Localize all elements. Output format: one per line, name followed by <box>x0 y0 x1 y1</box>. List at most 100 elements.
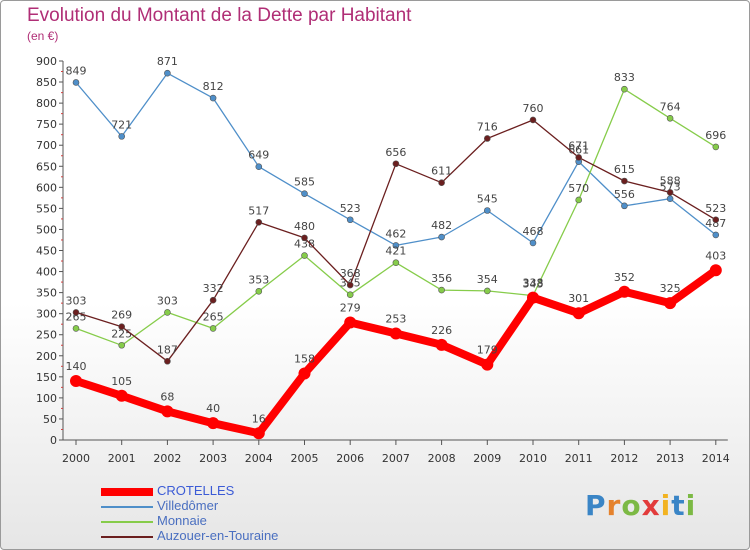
data-label-crotelles: 352 <box>614 271 635 284</box>
data-label-villedomer: 482 <box>431 219 452 232</box>
data-label-auzouer-en-touraine: 611 <box>431 165 452 178</box>
legend-label: Monnaie <box>157 513 207 528</box>
data-label-monnaie: 833 <box>614 71 635 84</box>
legend-label: Villedômer <box>157 498 219 513</box>
data-label-monnaie: 438 <box>294 238 315 251</box>
data-label-villedomer: 585 <box>294 176 315 189</box>
data-point-auzouer-en-touraine <box>483 135 491 142</box>
data-label-crotelles: 40 <box>206 402 220 415</box>
x-tick-label: 2001 <box>108 452 136 465</box>
data-point-auzouer-en-touraine <box>621 177 628 185</box>
data-label-crotelles: 179 <box>477 344 498 357</box>
data-point-monnaie <box>621 85 628 93</box>
data-label-auzouer-en-touraine: 480 <box>294 220 315 233</box>
data-label-crotelles: 403 <box>705 249 726 262</box>
legend-swatch <box>101 488 153 496</box>
data-point-monnaie <box>255 288 263 295</box>
data-point-crotelles <box>481 358 494 371</box>
y-tick-label: 500 <box>36 223 57 236</box>
data-label-auzouer-en-touraine: 671 <box>568 139 589 152</box>
data-point-monnaie <box>438 286 445 294</box>
data-label-villedomer: 721 <box>111 118 132 131</box>
x-tick-label: 2011 <box>565 452 593 465</box>
data-point-villedomer <box>301 190 308 197</box>
y-tick-label: 850 <box>36 76 57 89</box>
data-point-monnaie <box>72 325 80 332</box>
legend-swatch <box>101 506 153 508</box>
data-point-auzouer-en-touraine <box>712 216 720 224</box>
chart-subtitle: (en €) <box>27 29 59 43</box>
data-point-crotelles <box>298 367 311 380</box>
data-point-crotelles <box>115 389 128 402</box>
data-point-villedomer <box>483 207 491 214</box>
data-point-monnaie <box>301 252 308 259</box>
logo-letter: o <box>621 489 642 522</box>
data-label-monnaie: 343 <box>523 278 544 291</box>
data-label-monnaie: 303 <box>157 294 178 307</box>
data-label-auzouer-en-touraine: 517 <box>248 204 269 217</box>
data-point-villedomer <box>392 242 400 249</box>
y-tick-label: 350 <box>36 287 57 300</box>
data-label-crotelles: 253 <box>385 312 406 325</box>
y-tick-label: 50 <box>43 413 57 426</box>
y-tick-label: 150 <box>36 371 57 384</box>
data-point-auzouer-en-touraine <box>438 179 445 187</box>
data-point-crotelles <box>252 427 265 440</box>
data-label-auzouer-en-touraine: 716 <box>477 120 498 133</box>
data-point-monnaie <box>666 114 674 122</box>
y-tick-label: 400 <box>36 266 57 279</box>
x-tick-label: 2006 <box>336 452 364 465</box>
data-label-crotelles: 105 <box>111 375 132 388</box>
data-label-crotelles: 301 <box>568 292 589 305</box>
logo-letter: i <box>685 489 697 522</box>
data-label-auzouer-en-touraine: 187 <box>157 343 178 356</box>
legend-label: CROTELLES <box>157 483 235 498</box>
data-label-crotelles: 279 <box>340 302 361 315</box>
y-tick-label: 900 <box>36 55 57 68</box>
data-label-villedomer: 649 <box>248 149 269 162</box>
y-tick-label: 200 <box>36 350 57 363</box>
data-point-villedomer <box>118 133 125 140</box>
data-point-villedomer <box>255 163 263 170</box>
data-point-auzouer-en-touraine <box>529 116 537 124</box>
data-label-auzouer-en-touraine: 656 <box>385 146 406 159</box>
data-label-monnaie: 421 <box>385 245 406 258</box>
data-label-villedomer: 556 <box>614 188 635 201</box>
data-point-crotelles <box>389 327 402 340</box>
data-label-auzouer-en-touraine: 303 <box>66 294 87 307</box>
data-label-villedomer: 849 <box>66 64 87 77</box>
x-tick-label: 2002 <box>153 452 181 465</box>
data-point-crotelles <box>435 338 448 351</box>
data-label-villedomer: 545 <box>477 192 498 205</box>
data-label-monnaie: 353 <box>248 273 269 286</box>
data-point-monnaie <box>483 287 491 295</box>
x-tick-label: 2009 <box>473 452 501 465</box>
y-tick-label: 450 <box>36 245 57 258</box>
data-label-villedomer: 523 <box>340 202 361 215</box>
data-label-crotelles: 158 <box>294 352 315 365</box>
data-point-crotelles <box>344 316 357 329</box>
data-label-crotelles: 226 <box>431 324 452 337</box>
data-label-villedomer: 487 <box>705 217 726 230</box>
data-label-monnaie: 265 <box>203 310 224 323</box>
x-tick-label: 2013 <box>656 452 684 465</box>
data-point-monnaie <box>209 325 217 332</box>
x-tick-label: 2003 <box>199 452 227 465</box>
data-label-crotelles: 16 <box>252 412 266 425</box>
data-label-monnaie: 354 <box>477 273 498 286</box>
data-label-auzouer-en-touraine: 523 <box>705 202 726 215</box>
data-point-crotelles <box>664 297 677 310</box>
data-point-monnaie <box>118 341 125 349</box>
data-point-monnaie <box>164 309 171 316</box>
proxiti-logo: Proxiti <box>585 489 696 522</box>
logo-letter: r <box>606 489 622 522</box>
data-point-monnaie <box>712 143 720 151</box>
data-point-auzouer-en-touraine <box>255 218 263 226</box>
data-label-villedomer: 871 <box>157 55 178 68</box>
data-point-villedomer <box>72 79 80 86</box>
legend-swatch <box>101 521 153 523</box>
data-label-crotelles: 338 <box>523 277 544 290</box>
logo-letter: t <box>671 489 686 522</box>
data-point-villedomer <box>529 239 537 247</box>
